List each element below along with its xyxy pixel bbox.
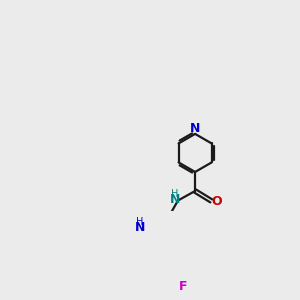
Text: N: N bbox=[170, 193, 180, 206]
Text: N: N bbox=[190, 122, 200, 136]
Text: O: O bbox=[212, 195, 222, 208]
Text: N: N bbox=[134, 221, 145, 234]
Text: F: F bbox=[179, 280, 188, 293]
Text: H: H bbox=[172, 189, 179, 199]
Text: H: H bbox=[136, 217, 143, 227]
